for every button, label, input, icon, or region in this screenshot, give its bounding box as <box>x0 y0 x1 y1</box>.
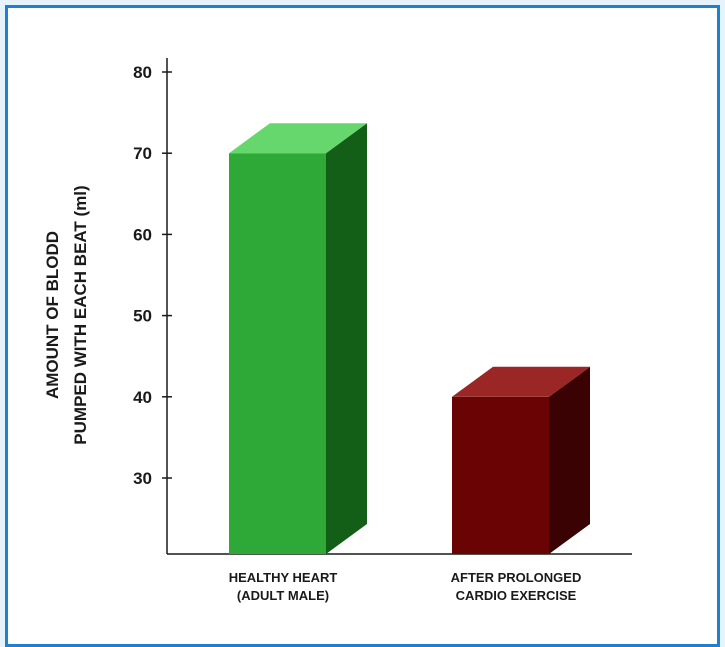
x-category-label: (ADULT MALE) <box>237 588 329 603</box>
y-axis-title-line-2: PUMPED WITH EACH BEAT (ml) <box>71 185 90 444</box>
y-tick-label: 40 <box>133 388 152 407</box>
bar-top <box>452 366 590 397</box>
bar-side <box>326 123 367 554</box>
bar <box>452 366 590 554</box>
bar <box>229 123 367 554</box>
y-tick-label: 60 <box>133 225 152 244</box>
x-category-label: CARDIO EXERCISE <box>456 588 577 603</box>
y-axis-title: AMOUNT OF BLODD PUMPED WITH EACH BEAT (m… <box>43 185 90 444</box>
y-tick-label: 80 <box>133 63 152 82</box>
x-category-label: AFTER PROLONGED <box>451 570 582 585</box>
bar-front <box>229 153 326 554</box>
x-category-label: HEALTHY HEART <box>229 570 338 585</box>
bar-front <box>452 396 549 554</box>
y-tick-label: 50 <box>133 307 152 326</box>
bar-top <box>229 123 367 154</box>
y-tick-label: 30 <box>133 469 152 488</box>
y-tick-label: 70 <box>133 144 152 163</box>
bar-side <box>549 366 590 554</box>
y-axis-title-line-1: AMOUNT OF BLODD <box>43 231 62 399</box>
